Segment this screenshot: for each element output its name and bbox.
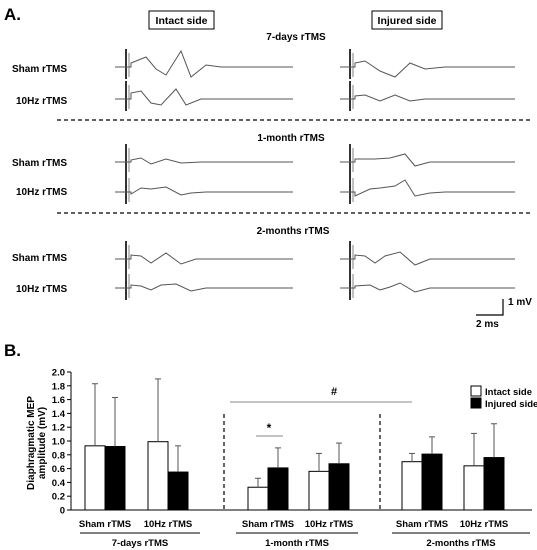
y-tick-label: 1.8 — [52, 381, 65, 392]
bar-injured — [483, 457, 505, 511]
legend-swatch-injured — [470, 397, 482, 409]
x-tick-label: 10Hz rTMS — [305, 519, 354, 530]
column-header-intact-label: Intact side — [156, 15, 208, 27]
group-title-1month: 1-month rTMS — [257, 133, 325, 144]
legend-swatch-intact — [470, 385, 482, 397]
scale-bar-horizontal-label: 2 ms — [476, 319, 499, 330]
y-tick-label: 1.0 — [52, 437, 65, 448]
bar-intact — [247, 486, 269, 511]
legend-label-injured: Injured side — [485, 399, 537, 410]
bar-injured — [267, 467, 289, 511]
row-label-10hz-1month: 10Hz rTMS — [16, 187, 67, 198]
legend: Intact side Injured side — [470, 385, 537, 410]
group-label: 2-months rTMS — [426, 538, 495, 549]
bar-injured — [328, 463, 350, 511]
row-label-sham-7days: Sham rTMS — [12, 64, 67, 75]
x-tick-label: Sham rTMS — [242, 519, 294, 530]
y-tick-label: 0.2 — [52, 492, 65, 503]
bar-intact — [147, 441, 169, 511]
y-tick-label: 0.8 — [52, 450, 65, 461]
y-axis-title-line2: amplitude (mV) — [37, 407, 48, 479]
column-header-injured: Injured side — [371, 10, 443, 30]
y-tick-label: 0 — [60, 506, 65, 517]
bar-intact — [401, 461, 423, 511]
bar-injured — [421, 453, 443, 511]
group-title-7days: 7-days rTMS — [266, 32, 326, 43]
row-label-10hz-7days: 10Hz rTMS — [16, 96, 67, 107]
legend-label-intact: Intact side — [485, 387, 532, 398]
x-tick-label: Sham rTMS — [396, 519, 448, 530]
significance-hash: # — [331, 386, 337, 398]
row-label-sham-2months: Sham rTMS — [12, 253, 67, 264]
group-label: 7-days rTMS — [112, 538, 169, 549]
x-tick-label: 10Hz rTMS — [460, 519, 509, 530]
x-tick-label: 10Hz rTMS — [144, 519, 193, 530]
x-tick-label: Sham rTMS — [79, 519, 131, 530]
y-tick-label: 1.2 — [52, 423, 65, 434]
row-label-sham-1month: Sham rTMS — [12, 158, 67, 169]
significance-star: * — [267, 421, 272, 435]
y-axis-title-line1: Diaphragmatic MEP — [26, 396, 37, 490]
bar-intact — [84, 445, 106, 511]
y-tick-label: 1.4 — [52, 409, 66, 420]
scale-bar: 1 mV 2 ms — [476, 297, 532, 330]
bar-injured — [167, 471, 189, 511]
row-label-10hz-2months: 10Hz rTMS — [16, 284, 67, 295]
panel-b-label: B. — [4, 341, 21, 360]
bar-intact — [463, 465, 485, 511]
column-header-injured-label: Injured side — [378, 15, 437, 27]
bar-intact — [308, 470, 330, 511]
y-tick-label: 0.4 — [52, 478, 66, 489]
bar-chart: 0 0.2 0.4 0.6 0.8 1.0 1.2 1.4 1.6 1.8 2.0 Sham rTMS… — [52, 368, 532, 549]
column-header-intact: Intact side — [148, 10, 215, 30]
y-tick-label: 0.6 — [52, 464, 65, 475]
y-tick-label: 2.0 — [52, 368, 65, 379]
y-tick-label: 1.6 — [52, 395, 65, 406]
bar-injured — [104, 446, 126, 511]
panel-a-label: A. — [4, 5, 21, 24]
group-label: 1-month rTMS — [265, 538, 329, 549]
scale-bar-vertical-label: 1 mV — [508, 297, 532, 308]
mep-traces — [115, 49, 515, 300]
group-title-2months: 2-months rTMS — [257, 226, 330, 237]
